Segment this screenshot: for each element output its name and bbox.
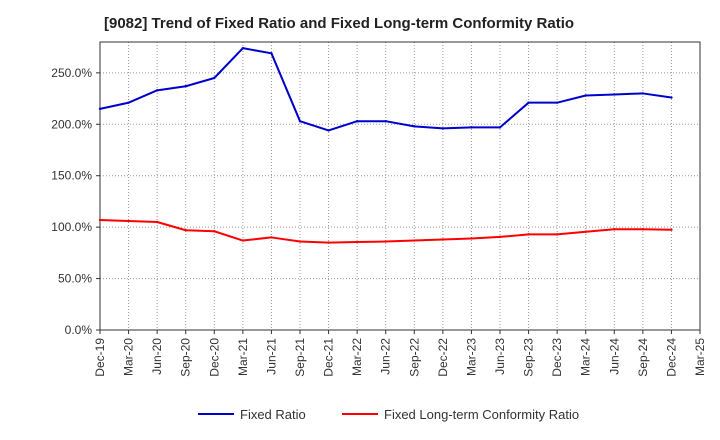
data-point	[384, 120, 387, 123]
x-tick-label: Jun-22	[379, 338, 393, 375]
data-point	[413, 125, 416, 128]
legend-label: Fixed Long-term Conformity Ratio	[384, 407, 579, 422]
plot-frame	[99, 41, 701, 331]
y-tick-label: 100.0%	[51, 220, 92, 234]
x-tick-label: Dec-22	[436, 338, 450, 377]
x-tick-label: Dec-24	[664, 338, 678, 377]
data-point	[298, 240, 302, 243]
data-point	[613, 93, 616, 96]
data-point	[498, 126, 502, 129]
y-tick-label: 200.0%	[51, 117, 92, 131]
data-point	[527, 101, 530, 104]
data-point	[213, 230, 216, 233]
data-point	[584, 94, 587, 97]
data-point	[413, 239, 416, 242]
data-point	[184, 229, 187, 232]
data-point	[641, 92, 645, 95]
data-point	[270, 236, 273, 239]
data-point	[498, 235, 502, 239]
data-point	[155, 220, 159, 224]
x-tick-label: Jun-24	[607, 338, 621, 375]
plot-area	[100, 42, 700, 330]
data-point	[584, 230, 587, 233]
data-point	[555, 101, 559, 104]
x-tick-label: Mar-21	[236, 338, 250, 376]
data-point	[355, 120, 359, 123]
data-point	[298, 120, 302, 123]
data-point	[641, 228, 645, 231]
x-tick-label: Sep-24	[636, 338, 650, 377]
x-tick-label: Sep-21	[293, 338, 307, 377]
data-point	[98, 107, 102, 111]
x-tick-label: Jun-23	[493, 338, 507, 375]
data-point	[98, 218, 102, 222]
data-point	[127, 219, 130, 223]
data-point	[327, 129, 330, 132]
x-tick-label: Sep-22	[407, 338, 421, 377]
data-point	[184, 85, 187, 88]
data-point	[241, 46, 245, 50]
x-tick-label: Jun-20	[150, 338, 164, 375]
data-point	[441, 238, 445, 241]
x-tick-label: Dec-20	[207, 338, 221, 377]
data-point	[470, 126, 473, 129]
x-tick-label: Mar-24	[579, 338, 593, 376]
y-tick-label: 150.0%	[51, 169, 92, 183]
data-point	[241, 239, 245, 242]
data-point	[670, 96, 673, 99]
data-point	[470, 237, 473, 240]
x-tick-label: Mar-22	[350, 338, 364, 376]
data-point	[127, 101, 130, 104]
x-tick-label: Mar-20	[122, 338, 136, 376]
data-point	[155, 89, 159, 92]
data-point	[670, 228, 673, 231]
legend-label: Fixed Ratio	[240, 407, 306, 422]
y-tick-label: 50.0%	[58, 272, 92, 286]
x-tick-label: Dec-21	[322, 338, 336, 377]
y-tick-label: 0.0%	[65, 323, 93, 337]
chart-title: [9082] Trend of Fixed Ratio and Fixed Lo…	[104, 15, 575, 32]
data-point	[555, 233, 559, 236]
y-tick-label: 250.0%	[51, 66, 92, 80]
x-tick-label: Mar-25	[693, 338, 707, 376]
data-point	[355, 240, 359, 244]
x-tick-label: Sep-20	[179, 338, 193, 377]
x-tick-label: Mar-23	[464, 338, 478, 376]
data-point	[270, 52, 273, 55]
x-tick-label: Jun-21	[264, 338, 278, 375]
data-point	[213, 76, 216, 80]
data-point	[527, 233, 530, 236]
data-point	[327, 241, 330, 244]
data-point	[384, 240, 387, 243]
data-point	[613, 228, 616, 231]
x-tick-label: Sep-23	[522, 338, 536, 377]
x-tick-label: Dec-23	[550, 338, 564, 377]
x-tick-label: Dec-19	[93, 338, 107, 377]
data-point	[441, 127, 445, 130]
